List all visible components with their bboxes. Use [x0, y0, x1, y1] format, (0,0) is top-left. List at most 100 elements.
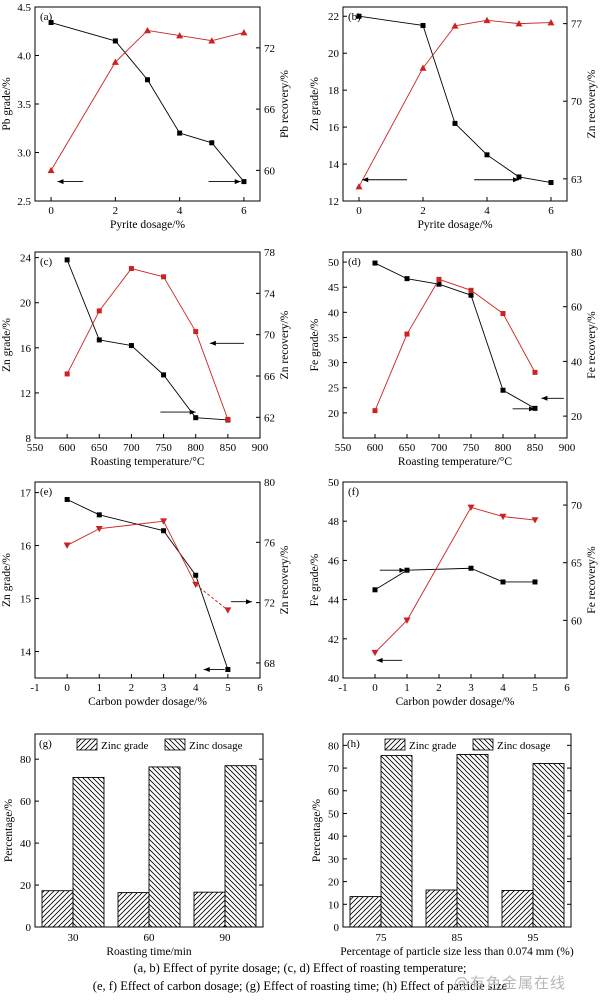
y-tick-label: 8 [26, 433, 32, 445]
panel-label: (h) [347, 738, 360, 750]
y2-axis-label: Zn recovery/% [586, 69, 598, 138]
series-1-point [64, 371, 70, 377]
series-0-segment [518, 176, 552, 183]
series-1-point [531, 517, 539, 524]
bar-zinc-grade [41, 890, 74, 928]
series-0-point [128, 343, 134, 349]
y2-tick-label: 80 [264, 477, 276, 489]
x-tick-label: 550 [27, 442, 44, 454]
y-tick-label: 20 [328, 877, 340, 889]
plot-frame [34, 481, 261, 679]
series-1-point [499, 513, 507, 521]
x-tick-label: 750 [155, 442, 172, 454]
series-1-segment [438, 278, 472, 291]
series-1-segment [502, 516, 536, 521]
legend-label: Zinc dosage [497, 740, 551, 752]
series-0-point [64, 496, 70, 502]
series-0-point [177, 130, 183, 136]
plot-frame [342, 6, 568, 202]
x-tick-label: 1 [404, 682, 410, 694]
series-0-point [48, 20, 54, 26]
series-0-point [96, 512, 102, 518]
series-0-point [500, 579, 506, 585]
series-0-point [356, 13, 362, 19]
y2-tick-label: 66 [264, 104, 276, 116]
x-axis-label: Percentage of particle size less than 0.… [340, 946, 574, 958]
series-1-point [451, 22, 459, 29]
chart-panel-0: 0 2 4 6 2.5 3.0 3.5 4.0 4.5 60 66 72 (a) Pyrite dosag… [1, 2, 291, 231]
x-tick-label: 75 [376, 932, 388, 944]
series-0-segment [422, 25, 456, 124]
x-tick-label: 4 [193, 682, 199, 694]
axis-arrow-head [541, 395, 548, 401]
series-0-segment [374, 569, 408, 591]
x-tick-label: 60 [144, 932, 156, 944]
y-tick-label: 25 [328, 383, 340, 395]
series-0-segment [131, 345, 164, 376]
y-tick-label: 80 [20, 754, 32, 766]
legend-label: Zinc grade [409, 740, 456, 752]
axis-arrow-head [57, 179, 64, 185]
y-tick-label: 45 [328, 282, 340, 294]
series-1-point [47, 166, 55, 174]
x-axis-label: Carbon powder dosage/% [396, 696, 515, 708]
x-tick-label: 700 [431, 442, 448, 454]
series-0-point [468, 292, 474, 298]
series-1-segment [406, 279, 440, 335]
series-1-point [176, 32, 184, 39]
x-tick-label: 3 [161, 682, 167, 694]
legend-swatch [164, 738, 186, 751]
y2-tick-label: 68 [264, 658, 276, 670]
series-1-segment [66, 310, 100, 375]
series-1-segment [422, 25, 456, 69]
series-1-segment [406, 507, 472, 621]
axis-arrow-head [376, 657, 383, 663]
bar-zinc-dosage [532, 763, 565, 928]
chart-panel-5: -1 0 1 2 3 4 5 6 40 42 44 46 48 50 60 65 70 (f) Carbon pow… [309, 477, 598, 708]
series-0-point [468, 565, 474, 571]
figure-caption-line-1: (a, b) Effect of pyrite dosage; (c, d) E… [133, 961, 467, 975]
series-1-segment [163, 520, 197, 585]
series-0-segment [438, 283, 472, 296]
series-1-point [403, 617, 411, 624]
x-axis-label: Pyrite dosage/% [110, 219, 185, 231]
series-1-point [161, 274, 167, 280]
y2-axis-label: Zn recovery/% [279, 310, 291, 379]
x-tick-label: 2 [113, 205, 119, 217]
series-0-segment [454, 123, 488, 156]
series-0-segment [179, 132, 212, 144]
bar-zinc-grade [117, 892, 150, 928]
x-tick-label: 1 [97, 682, 103, 694]
series-0-segment [406, 567, 472, 571]
x-tick-label: 700 [123, 442, 140, 454]
series-0-point [112, 38, 118, 44]
x-tick-label: 95 [528, 932, 540, 944]
y-tick-label: 16 [20, 541, 32, 553]
series-1-segment [486, 19, 520, 25]
series-0-point [241, 179, 247, 185]
x-tick-label: 850 [220, 442, 237, 454]
series-1-point [467, 504, 475, 511]
series-0-point [96, 337, 102, 343]
y-tick-label: 40 [20, 838, 32, 850]
chart-panel-3: 550 600 650 700 750 800 850 900 20 25 30 35 40 45 50 20… [309, 247, 598, 468]
y2-tick-label: 62 [264, 412, 275, 424]
series-1-segment [99, 520, 164, 530]
x-tick-label: 6 [564, 682, 570, 694]
x-tick-label: 800 [187, 442, 204, 454]
y2-tick-label: 70 [571, 96, 583, 108]
x-axis-label: Roasting temperature/°C [90, 456, 204, 468]
y-tick-label: 17 [20, 488, 32, 500]
y2-tick-label: 80 [571, 247, 583, 259]
y2-axis-label: Zn recovery/% [279, 545, 291, 614]
series-1-segment [374, 620, 408, 653]
series-0-point [161, 372, 167, 378]
bar-zinc-grade [193, 891, 226, 928]
axis-arrow-head [529, 406, 535, 412]
y-tick-label: 2.5 [17, 196, 31, 208]
series-0-segment [502, 389, 536, 409]
x-tick-label: 900 [559, 442, 576, 454]
y-tick-label: 40 [328, 307, 340, 319]
